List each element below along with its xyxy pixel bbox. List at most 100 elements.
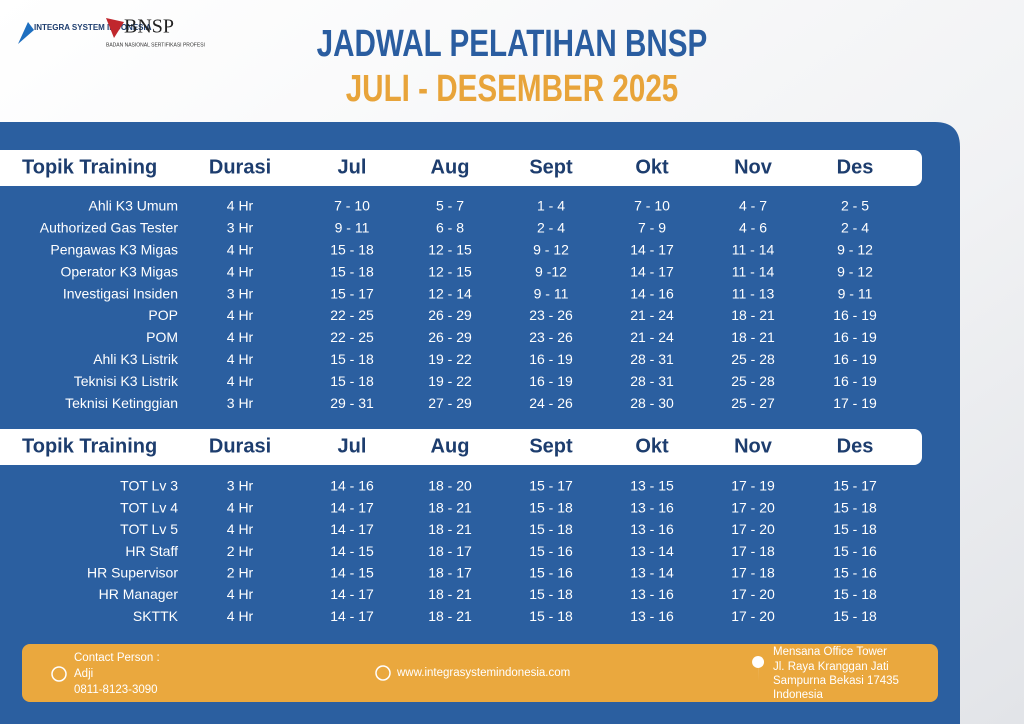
cell: 14 - 17 bbox=[330, 586, 374, 602]
cell: 1 - 4 bbox=[537, 198, 565, 214]
cell: 15 - 18 bbox=[330, 373, 374, 389]
column-header: Topik Training bbox=[22, 435, 157, 457]
cell: 9 - 12 bbox=[837, 263, 873, 279]
cell: 9 - 12 bbox=[533, 242, 569, 258]
cell: 15 - 18 bbox=[833, 521, 877, 537]
column-header: Des bbox=[837, 156, 874, 178]
tables: Topik Training Durasi Jul Aug Sept Okt Nov Des A… bbox=[0, 150, 922, 624]
cell: 4 Hr bbox=[227, 521, 254, 537]
panel bbox=[0, 122, 960, 724]
cell: 14 - 17 bbox=[330, 608, 374, 624]
topic: TOT Lv 3 bbox=[120, 478, 178, 494]
topic: SKTTK bbox=[133, 608, 179, 624]
cell: 15 - 18 bbox=[330, 351, 374, 367]
cell: 28 - 30 bbox=[630, 395, 674, 411]
cell: 4 Hr bbox=[227, 198, 254, 214]
cell: 2 Hr bbox=[227, 565, 254, 581]
cell: 4 Hr bbox=[227, 307, 254, 323]
cell: 17 - 20 bbox=[731, 521, 775, 537]
cell: 12 - 14 bbox=[428, 285, 472, 301]
contact-label: Contact Person : bbox=[74, 652, 160, 664]
cell: 18 - 21 bbox=[731, 307, 775, 323]
logo-text: BNSP bbox=[124, 16, 174, 38]
cell: 22 - 25 bbox=[330, 307, 374, 323]
cell: 11 - 14 bbox=[732, 263, 775, 279]
cell: 28 - 31 bbox=[630, 373, 674, 389]
cell: 16 - 19 bbox=[833, 351, 877, 367]
cell: 6 - 8 bbox=[436, 220, 464, 236]
cell: 15 - 18 bbox=[330, 242, 374, 258]
cell: 3 Hr bbox=[227, 220, 254, 236]
cell: 15 - 16 bbox=[833, 543, 877, 559]
web-icon bbox=[375, 665, 391, 681]
cell: 15 - 16 bbox=[529, 543, 573, 559]
cell: 13 - 14 bbox=[630, 565, 674, 581]
cell: 27 - 29 bbox=[428, 395, 472, 411]
cell: 9 - 11 bbox=[838, 285, 873, 301]
cell: 17 - 20 bbox=[731, 608, 775, 624]
topic: Operator K3 Migas bbox=[61, 263, 179, 279]
column-header: Durasi bbox=[209, 156, 271, 178]
cell: 14 - 17 bbox=[630, 242, 674, 258]
topic: Authorized Gas Tester bbox=[40, 220, 179, 236]
column-header: Sept bbox=[529, 156, 573, 178]
cell: 14 - 16 bbox=[330, 478, 374, 494]
cell: 15 - 17 bbox=[529, 478, 573, 494]
contact-name: Adji bbox=[74, 668, 93, 680]
column-header: Topik Training bbox=[22, 156, 157, 178]
cell: 21 - 24 bbox=[630, 307, 674, 323]
cell: 15 - 17 bbox=[833, 478, 877, 494]
cell: 16 - 19 bbox=[529, 373, 573, 389]
cell: 15 - 18 bbox=[529, 521, 573, 537]
cell: 15 - 18 bbox=[833, 586, 877, 602]
cell: 2 - 4 bbox=[841, 220, 869, 236]
cell: 26 - 29 bbox=[428, 307, 472, 323]
cell: 4 Hr bbox=[227, 586, 254, 602]
cell: 11 - 14 bbox=[732, 242, 775, 258]
cell: 3 Hr bbox=[227, 395, 254, 411]
cell: 4 Hr bbox=[227, 329, 254, 345]
cell: 12 - 15 bbox=[428, 263, 472, 279]
cell: 14 - 15 bbox=[330, 543, 374, 559]
topic: POP bbox=[148, 307, 178, 323]
cell: 17 - 18 bbox=[731, 565, 775, 581]
topic: Teknisi Ketinggian bbox=[65, 395, 178, 411]
column-header: Okt bbox=[635, 156, 669, 178]
website: www.integrasystemindonesia.com bbox=[396, 667, 570, 679]
cell: 17 - 20 bbox=[731, 586, 775, 602]
cell: 14 - 17 bbox=[330, 521, 374, 537]
cell: 5 - 7 bbox=[436, 198, 464, 214]
cell: 9 - 11 bbox=[335, 220, 370, 236]
cell: 16 - 19 bbox=[833, 373, 877, 389]
cell: 13 - 14 bbox=[630, 543, 674, 559]
cell: 11 - 13 bbox=[732, 285, 775, 301]
address-line: Mensana Office Tower bbox=[773, 646, 887, 658]
cell: 7 - 10 bbox=[634, 198, 670, 214]
cell: 14 - 17 bbox=[630, 263, 674, 279]
logo-text: INTEGRA SYSTEM INDONESIA bbox=[34, 23, 152, 32]
location-icon bbox=[752, 656, 765, 682]
cell: 16 - 19 bbox=[833, 329, 877, 345]
cell: 9 - 12 bbox=[837, 242, 873, 258]
cell: 15 - 16 bbox=[833, 565, 877, 581]
cell: 24 - 26 bbox=[529, 395, 573, 411]
cell: 7 - 9 bbox=[638, 220, 666, 236]
column-header: Jul bbox=[338, 156, 367, 178]
cell: 17 - 18 bbox=[731, 543, 775, 559]
cell: 26 - 29 bbox=[428, 329, 472, 345]
cell: 4 Hr bbox=[227, 373, 254, 389]
cell: 9 -12 bbox=[535, 263, 567, 279]
topic: HR Manager bbox=[99, 586, 179, 602]
cell: 15 - 17 bbox=[330, 285, 374, 301]
topic: Pengawas K3 Migas bbox=[50, 242, 178, 258]
cell: 18 - 21 bbox=[428, 586, 472, 602]
cell: 15 - 18 bbox=[833, 608, 877, 624]
cell: 15 - 18 bbox=[529, 586, 573, 602]
cell: 16 - 19 bbox=[833, 307, 877, 323]
column-header: Durasi bbox=[209, 435, 271, 457]
cell: 4 Hr bbox=[227, 499, 254, 515]
topic: Teknisi K3 Listrik bbox=[74, 373, 179, 389]
column-header: Jul bbox=[338, 435, 367, 457]
